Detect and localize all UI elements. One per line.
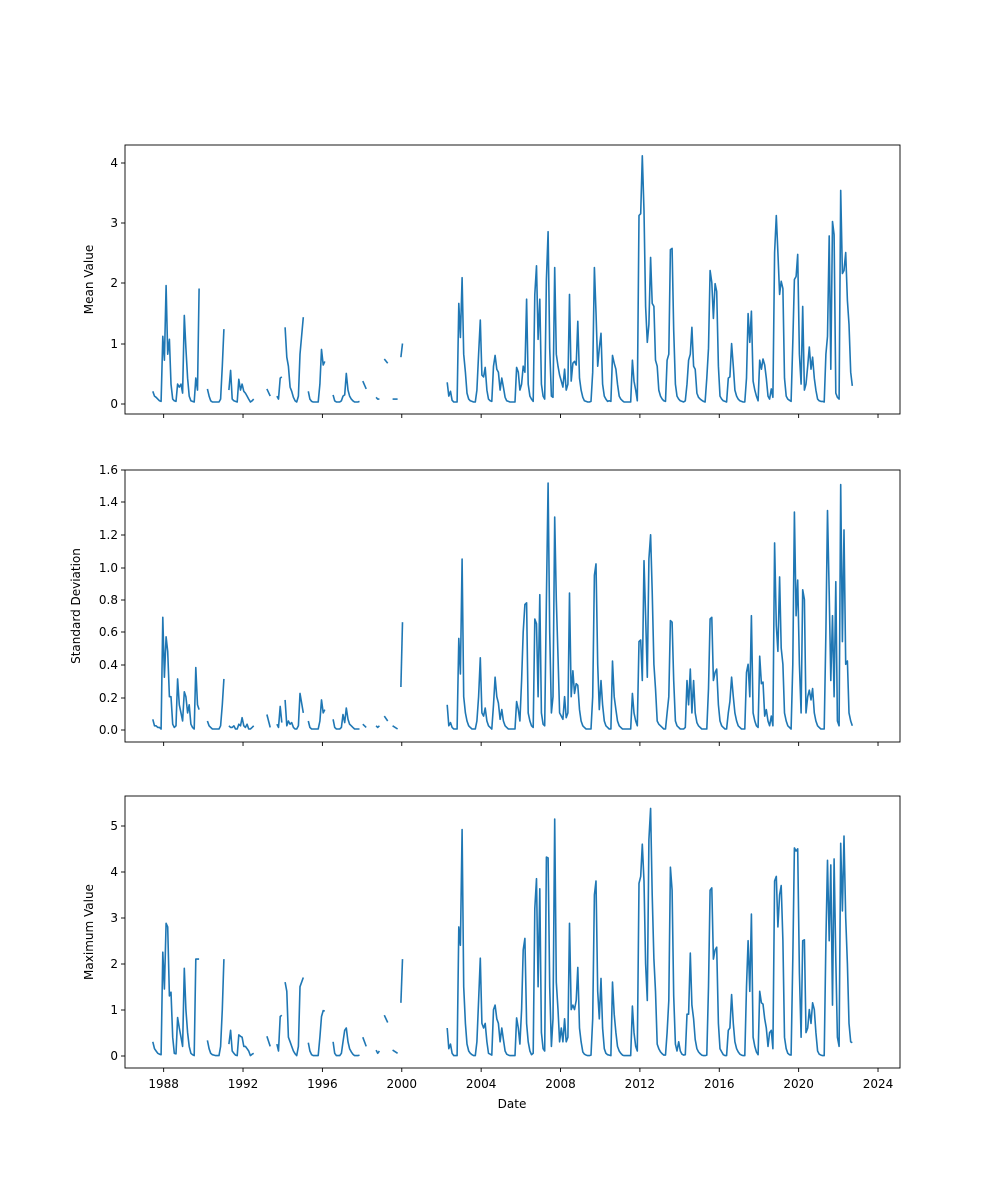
y-tick-label: 2 <box>110 276 118 290</box>
series-segment <box>383 358 389 364</box>
series-segment <box>206 329 225 403</box>
y-axis-label: Mean Value <box>82 245 96 314</box>
series-segment <box>206 959 225 1057</box>
y-tick-label: 0.2 <box>99 691 118 705</box>
series-segment <box>276 705 283 729</box>
series-segment <box>383 715 389 722</box>
series-segment <box>266 1036 271 1047</box>
y-tick-label: 4 <box>110 156 118 170</box>
series-segment <box>362 1036 367 1047</box>
x-axis-label: Date <box>498 1097 527 1111</box>
series-segment <box>383 1014 389 1023</box>
y-tick-label: 0.4 <box>99 658 118 672</box>
series-group <box>152 482 854 730</box>
series-segment <box>206 678 225 730</box>
x-tick-label: 1992 <box>228 1077 259 1091</box>
y-tick-label: 0.0 <box>99 723 118 737</box>
series-segment <box>375 725 380 729</box>
x-tick-label: 2020 <box>783 1077 814 1091</box>
series-segment <box>362 380 367 390</box>
series-segment <box>152 284 200 403</box>
x-tick-label: 1988 <box>148 1077 179 1091</box>
series-segment <box>266 714 271 728</box>
series-segment <box>152 616 200 730</box>
series-segment <box>400 959 404 1003</box>
series-segment <box>152 922 200 1057</box>
y-tick-label: 5 <box>110 819 118 833</box>
x-tick-label: 2024 <box>863 1077 894 1091</box>
series-segment <box>332 1027 360 1057</box>
x-tick-label: 2000 <box>387 1077 418 1091</box>
series-segment <box>332 372 360 403</box>
y-tick-label: 4 <box>110 865 118 879</box>
series-segment <box>266 388 271 397</box>
series-segment <box>392 1049 399 1054</box>
x-tick-label: 2004 <box>466 1077 497 1091</box>
y-tick-label: 0 <box>110 1049 118 1063</box>
y-tick-label: 1 <box>110 1003 118 1017</box>
y-tick-label: 1.4 <box>99 495 118 509</box>
x-tick-label: 2012 <box>625 1077 656 1091</box>
series-segment <box>276 376 283 400</box>
series-segment <box>276 1014 283 1052</box>
y-tick-label: 3 <box>110 216 118 230</box>
series-group <box>152 807 853 1057</box>
y-tick-label: 2 <box>110 957 118 971</box>
series-segment <box>307 699 326 730</box>
y-tick-label: 0.8 <box>99 593 118 607</box>
axes-frame <box>124 795 901 1069</box>
series-segment <box>332 707 360 730</box>
series-segment <box>446 155 854 403</box>
series-segment <box>307 348 326 403</box>
y-tick-label: 0.6 <box>99 625 118 639</box>
series-segment <box>228 369 255 403</box>
series-segment <box>307 1009 325 1057</box>
series-segment <box>446 807 853 1057</box>
y-tick-label: 0 <box>110 397 118 411</box>
axes-frame <box>124 144 901 415</box>
series-segment <box>228 1029 255 1057</box>
series-segment <box>284 977 305 1057</box>
y-axis-label: Standard Deviation <box>69 548 83 664</box>
x-tick-label: 2008 <box>545 1077 576 1091</box>
panel-2: 0.0 0.2 0.4 0.6 0.8 1.0 1.2 1.4 1.6 Standard Devi… <box>69 463 901 746</box>
series-segment <box>284 317 305 403</box>
y-tick-label: 1.0 <box>99 561 118 575</box>
series-segment <box>375 396 380 400</box>
series-segment <box>362 723 367 728</box>
panel-1: 0 1 2 3 4 Mean Value <box>82 144 901 418</box>
panel-3: 0 1 2 3 4 5 1988 1992 1996 2000 2004 2008 2012 2016 20… <box>82 795 901 1091</box>
series-segment <box>228 716 255 730</box>
y-axis-label: Maximum Value <box>82 884 96 980</box>
y-tick-label: 1.2 <box>99 528 118 542</box>
series-group <box>152 155 854 403</box>
x-tick-label: 1996 <box>307 1077 338 1091</box>
y-tick-label: 1 <box>110 337 118 351</box>
y-tick-label: 1.6 <box>99 463 118 477</box>
series-segment <box>375 1049 381 1055</box>
axes-frame <box>124 469 901 743</box>
y-tick-label: 3 <box>110 911 118 925</box>
series-segment <box>446 482 854 730</box>
series-segment <box>392 725 399 730</box>
series-segment <box>400 622 404 688</box>
x-tick-label: 2016 <box>704 1077 735 1091</box>
series-segment <box>284 692 305 730</box>
series-segment <box>400 343 404 358</box>
